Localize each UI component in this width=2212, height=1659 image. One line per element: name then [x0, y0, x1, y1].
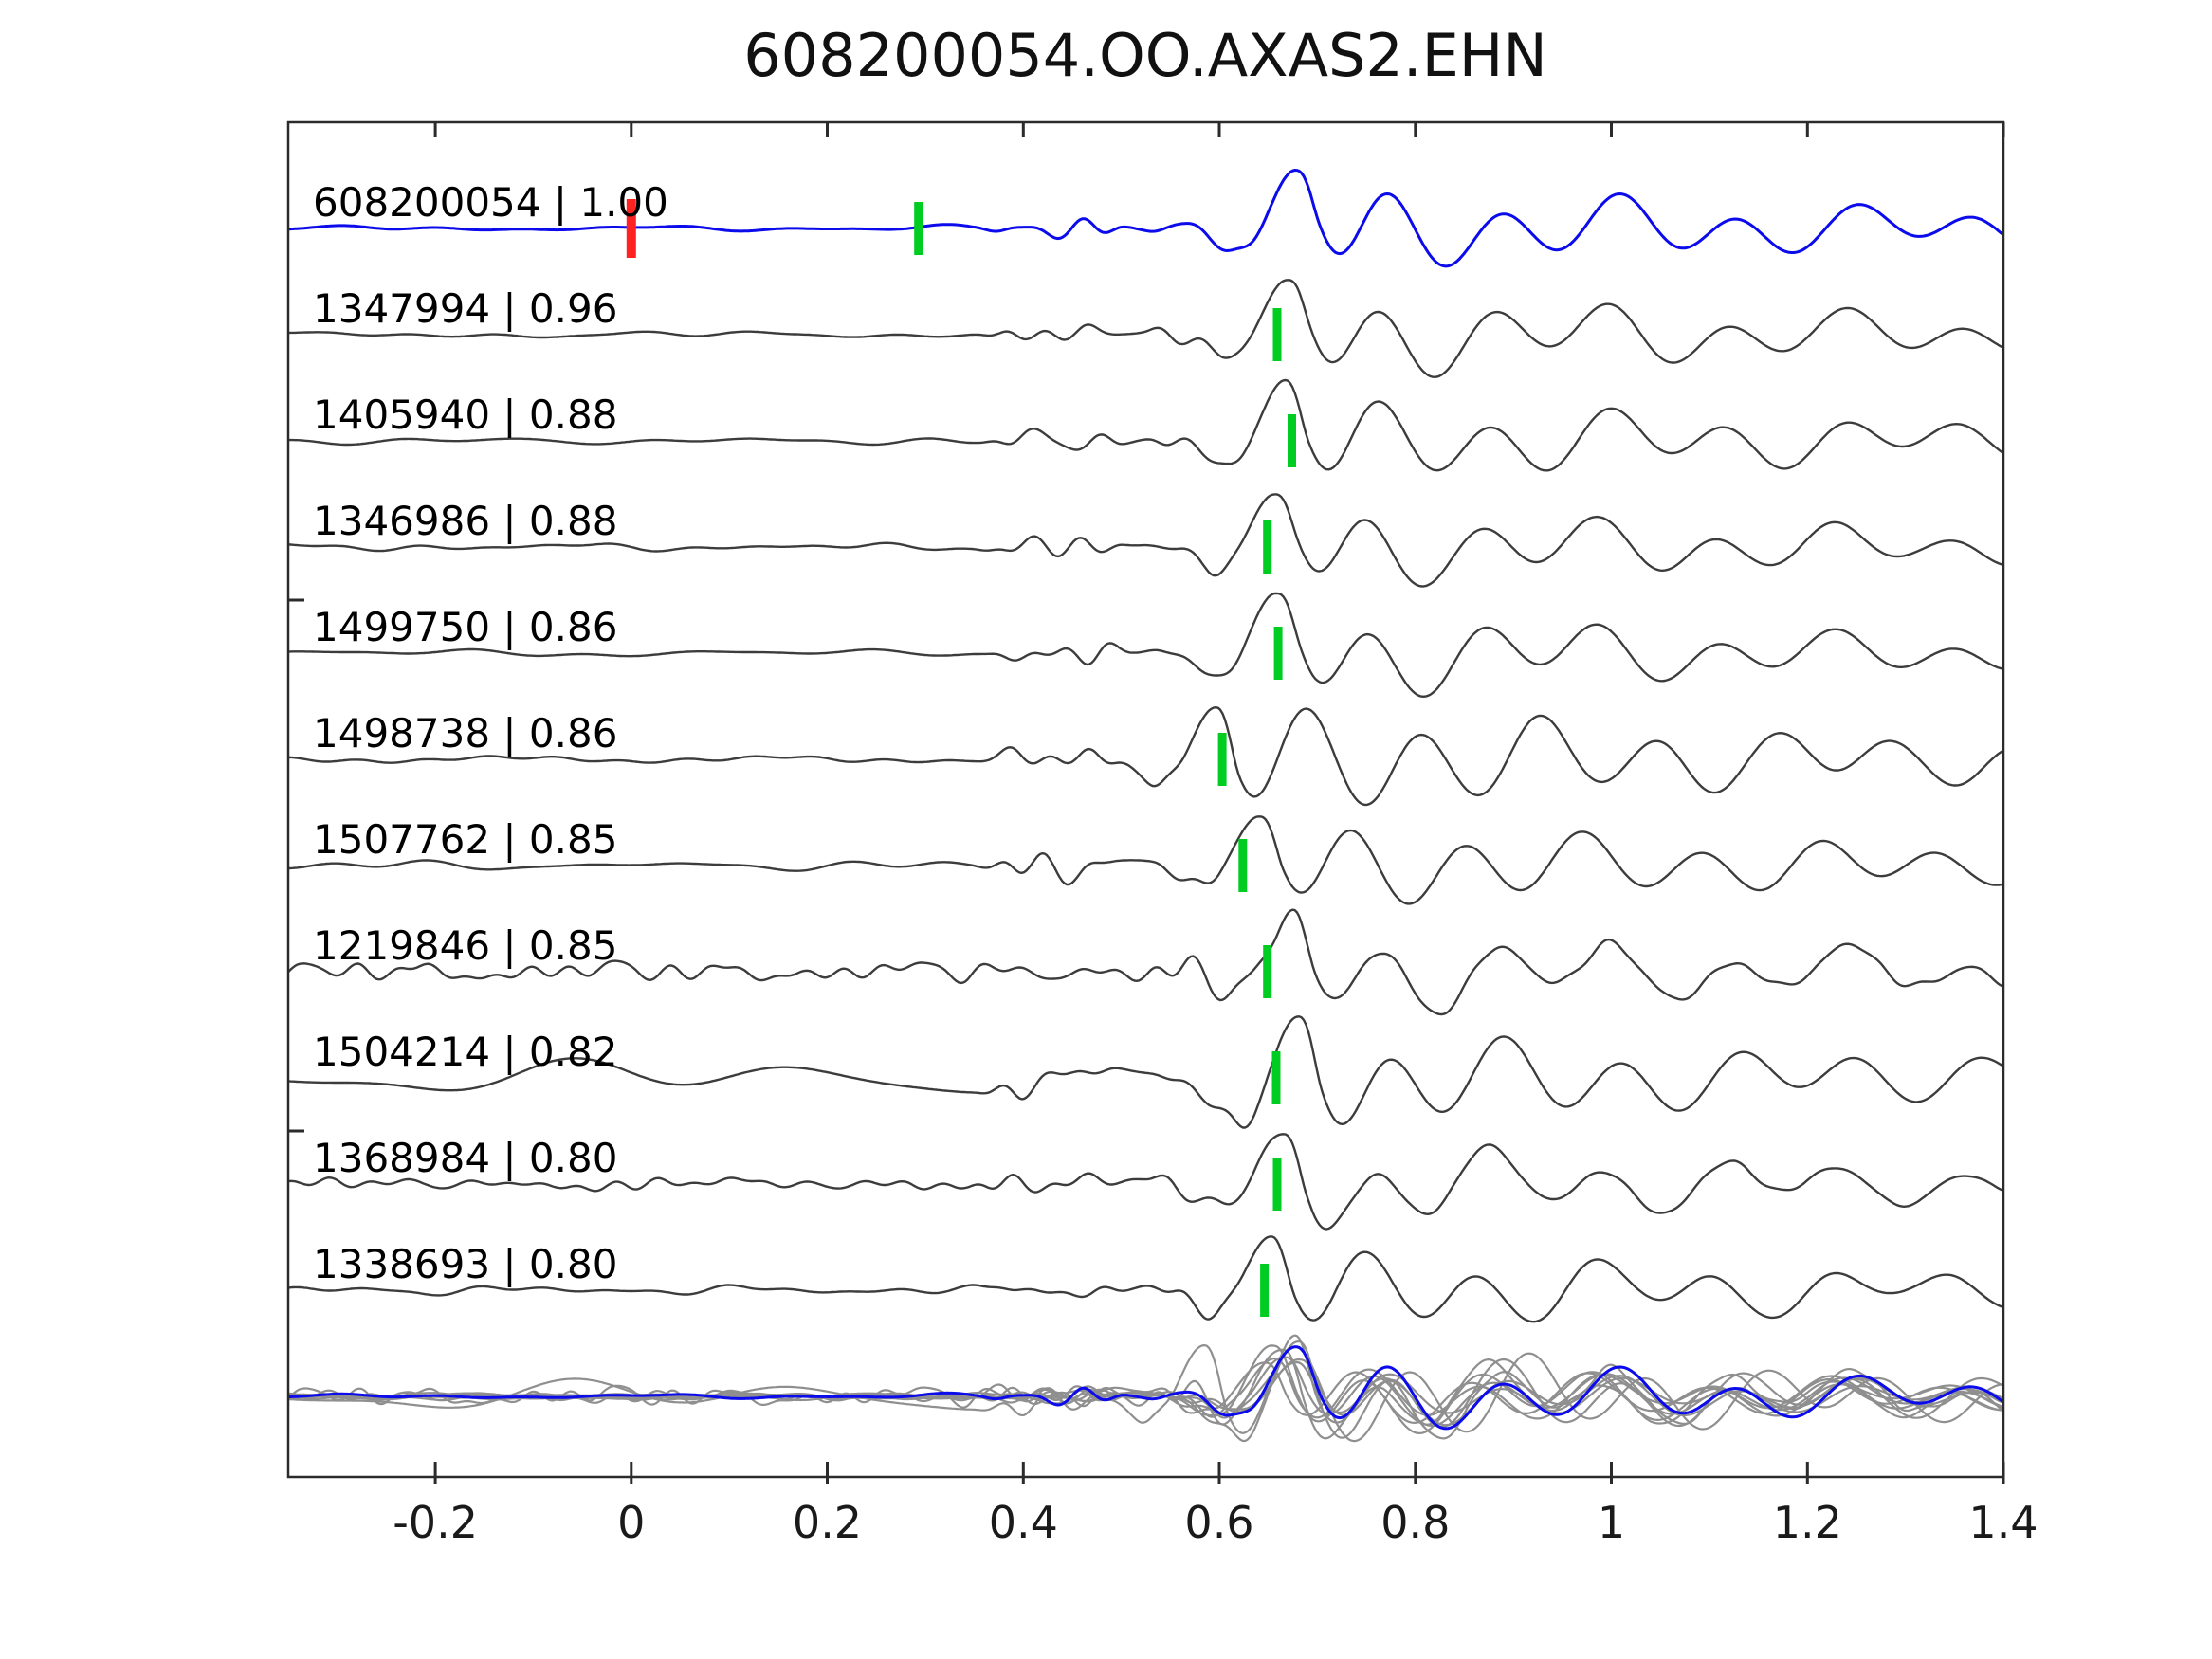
chart-title: 608200054.OO.AXAS2.EHN: [743, 21, 1547, 90]
pick-marker-green: [1260, 1264, 1270, 1317]
trace-row: 1346986 | 0.88: [287, 493, 2004, 588]
match-trace-path: [287, 493, 2004, 588]
x-tick-label: 0.6: [1184, 1497, 1253, 1548]
trace-label: 1405940 | 0.88: [313, 392, 617, 438]
plot-border: [286, 120, 2005, 1479]
match-trace-path: [287, 592, 2004, 698]
trace-row: 1507762 | 0.85: [287, 815, 2004, 905]
pick-marker-green: [1263, 520, 1272, 574]
overlay-template-path: [287, 1345, 2004, 1431]
x-tick-label: 0.4: [989, 1497, 1058, 1548]
pick-marker-green: [1272, 308, 1282, 361]
pick-marker-green: [914, 202, 923, 255]
template-trace-path: [287, 169, 2004, 268]
match-trace-path: [287, 815, 2004, 905]
trace-row: 1219846 | 0.85: [287, 908, 2004, 1016]
x-tick-label: 0.2: [793, 1497, 862, 1548]
trace-layer: 608200054 | 1.00 1347994 | 0.96 1405940 | …: [287, 169, 2004, 1323]
overlay-layer: [287, 1334, 2004, 1443]
overlay-trace-path: [288, 1360, 2004, 1414]
pick-marker-green: [1273, 627, 1283, 680]
trace-label: 1504214 | 0.82: [313, 1029, 617, 1075]
match-trace-path: [287, 1235, 2004, 1323]
trace-row: 1368984 | 0.80: [287, 1133, 2004, 1231]
match-trace-path: [287, 706, 2004, 807]
trace-row: 1499750 | 0.86: [287, 592, 2004, 698]
axis-layer: -0.2 0 0.2 0.4 0.6 0.8 1 1.2 1.4: [286, 120, 2038, 1548]
x-tick-label: 1: [1598, 1497, 1625, 1548]
pick-marker-green: [1263, 945, 1272, 998]
trace-label: 608200054 | 1.00: [313, 179, 668, 226]
match-trace-path: [287, 1133, 2004, 1231]
trace-row: 1347994 | 0.96: [287, 279, 2004, 378]
x-tick-label: 1.4: [1968, 1497, 2038, 1548]
trace-label: 1346986 | 0.88: [313, 498, 617, 544]
pick-marker-green: [1217, 733, 1227, 786]
pick-marker-green: [1288, 414, 1296, 467]
match-trace-path: [288, 378, 2004, 472]
x-tick-label: 0.8: [1380, 1497, 1450, 1548]
pick-marker-green: [1238, 839, 1248, 892]
x-tick-label: 1.2: [1773, 1497, 1842, 1548]
trace-row: 1338693 | 0.80: [287, 1235, 2004, 1323]
match-trace-path: [287, 1015, 2004, 1129]
trace-row: 1498738 | 0.86: [287, 706, 2004, 807]
trace-label: 1219846 | 0.85: [313, 922, 617, 969]
trace-label: 1368984 | 0.80: [313, 1135, 617, 1181]
trace-label: 1338693 | 0.80: [313, 1241, 617, 1287]
x-tick-label: -0.2: [393, 1497, 478, 1548]
trace-label: 1499750 | 0.86: [313, 604, 617, 650]
trace-row: 1405940 | 0.88: [288, 378, 2004, 472]
trace-row: 1504214 | 0.82: [287, 1015, 2004, 1129]
overlay-trace-path: [287, 1334, 2004, 1440]
match-trace-path: [287, 908, 2004, 1016]
trace-row: 608200054 | 1.00: [287, 169, 2004, 268]
pick-marker-green: [1272, 1158, 1282, 1211]
trace-label: 1498738 | 0.86: [313, 710, 617, 757]
pick-marker-green: [1271, 1051, 1281, 1104]
pick-marker-red: [626, 199, 636, 258]
match-trace-path: [287, 279, 2004, 378]
trace-label: 1347994 | 0.96: [313, 285, 617, 332]
trace-label: 1507762 | 0.85: [313, 816, 617, 863]
x-tick-label: 0: [617, 1497, 645, 1548]
